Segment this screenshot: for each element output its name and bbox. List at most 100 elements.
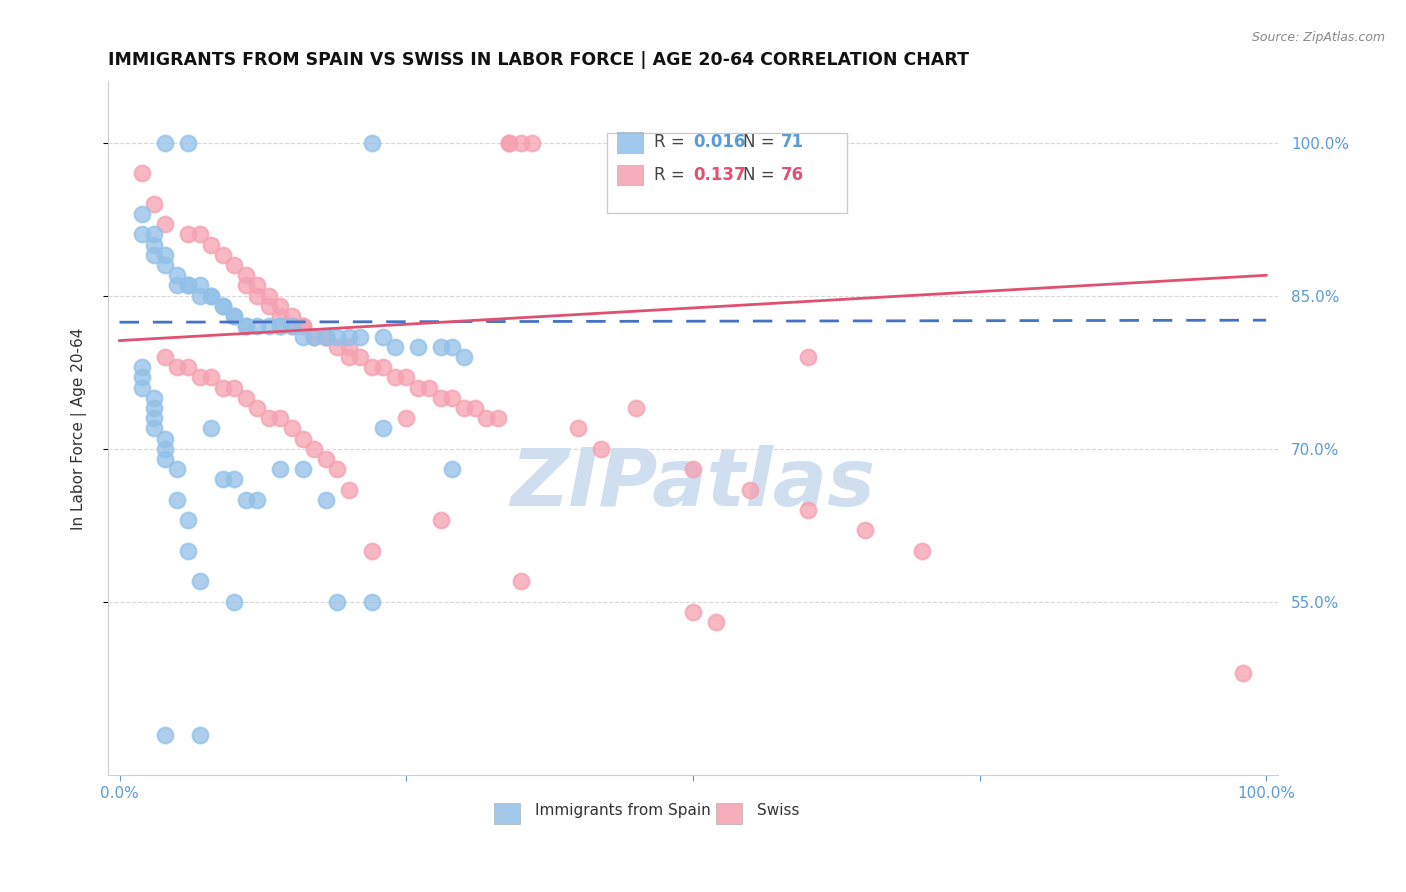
Point (853, 524, 876, 538)
Point (211, 299, 233, 313)
Bar (716, 803, 742, 824)
Text: Swiss: Swiss (758, 803, 800, 818)
Point (326, 462, 349, 476)
Point (624, 401, 647, 415)
Point (315, 329, 337, 343)
Point (257, 411, 280, 425)
Point (131, 380, 153, 394)
Point (131, 166, 153, 180)
Point (224, 309, 246, 323)
Point (235, 319, 257, 334)
Point (235, 319, 257, 334)
Point (360, 544, 382, 558)
Point (395, 411, 418, 425)
Point (406, 380, 429, 394)
Point (177, 544, 200, 558)
Point (142, 237, 165, 252)
Point (292, 319, 315, 334)
Text: Source: ZipAtlas.com: Source: ZipAtlas.com (1251, 31, 1385, 45)
Point (177, 513, 200, 527)
Point (682, 462, 704, 476)
Point (441, 462, 464, 476)
Point (280, 421, 302, 435)
Point (429, 391, 451, 405)
Point (269, 299, 291, 313)
Point (131, 227, 153, 242)
Point (155, 217, 177, 231)
Point (155, 350, 177, 364)
Point (224, 258, 246, 272)
Point (155, 728, 177, 742)
Point (337, 329, 360, 343)
Point (475, 411, 498, 425)
Point (188, 574, 211, 589)
Text: Immigrants from Spain: Immigrants from Spain (534, 803, 710, 818)
Point (211, 299, 233, 313)
Point (131, 207, 153, 221)
Point (155, 432, 177, 446)
Point (429, 513, 451, 527)
Point (131, 370, 153, 384)
Point (326, 595, 349, 609)
Text: 0.137: 0.137 (693, 166, 745, 184)
Point (142, 411, 165, 425)
Point (142, 391, 165, 405)
Point (155, 442, 177, 456)
Point (235, 492, 257, 507)
Point (337, 350, 360, 364)
Point (142, 401, 165, 415)
Point (177, 278, 200, 293)
Point (269, 462, 291, 476)
Point (304, 442, 326, 456)
Point (326, 329, 349, 343)
Point (142, 421, 165, 435)
Point (224, 380, 246, 394)
Text: N =: N = (744, 134, 780, 152)
Point (280, 319, 302, 334)
Point (166, 462, 188, 476)
Bar (494, 803, 520, 824)
Text: R =: R = (654, 166, 690, 184)
Point (360, 360, 382, 375)
Point (166, 360, 188, 375)
Point (177, 136, 200, 150)
Point (373, 329, 395, 343)
Point (269, 319, 291, 334)
Point (235, 278, 257, 293)
Point (188, 278, 211, 293)
Point (349, 350, 371, 364)
Point (522, 136, 544, 150)
Point (155, 136, 177, 150)
Point (682, 605, 704, 619)
Point (142, 227, 165, 242)
Point (498, 136, 520, 150)
Text: 76: 76 (780, 166, 804, 184)
Point (235, 268, 257, 283)
Point (142, 248, 165, 262)
Point (315, 329, 337, 343)
Point (155, 258, 177, 272)
Point (166, 278, 188, 293)
Point (304, 329, 326, 343)
Point (269, 411, 291, 425)
Bar (617, 165, 643, 186)
Point (177, 278, 200, 293)
Point (453, 401, 475, 415)
Point (373, 421, 395, 435)
Point (486, 411, 509, 425)
Point (188, 288, 211, 302)
Point (796, 350, 818, 364)
Point (177, 360, 200, 375)
Point (304, 329, 326, 343)
Point (200, 288, 222, 302)
Point (292, 462, 315, 476)
Point (349, 329, 371, 343)
Text: ZIPatlas: ZIPatlas (510, 445, 876, 523)
Point (269, 309, 291, 323)
Point (246, 401, 269, 415)
Point (188, 728, 211, 742)
Point (337, 483, 360, 497)
Point (235, 391, 257, 405)
Y-axis label: In Labor Force | Age 20-64: In Labor Force | Age 20-64 (72, 327, 87, 530)
Point (177, 227, 200, 242)
